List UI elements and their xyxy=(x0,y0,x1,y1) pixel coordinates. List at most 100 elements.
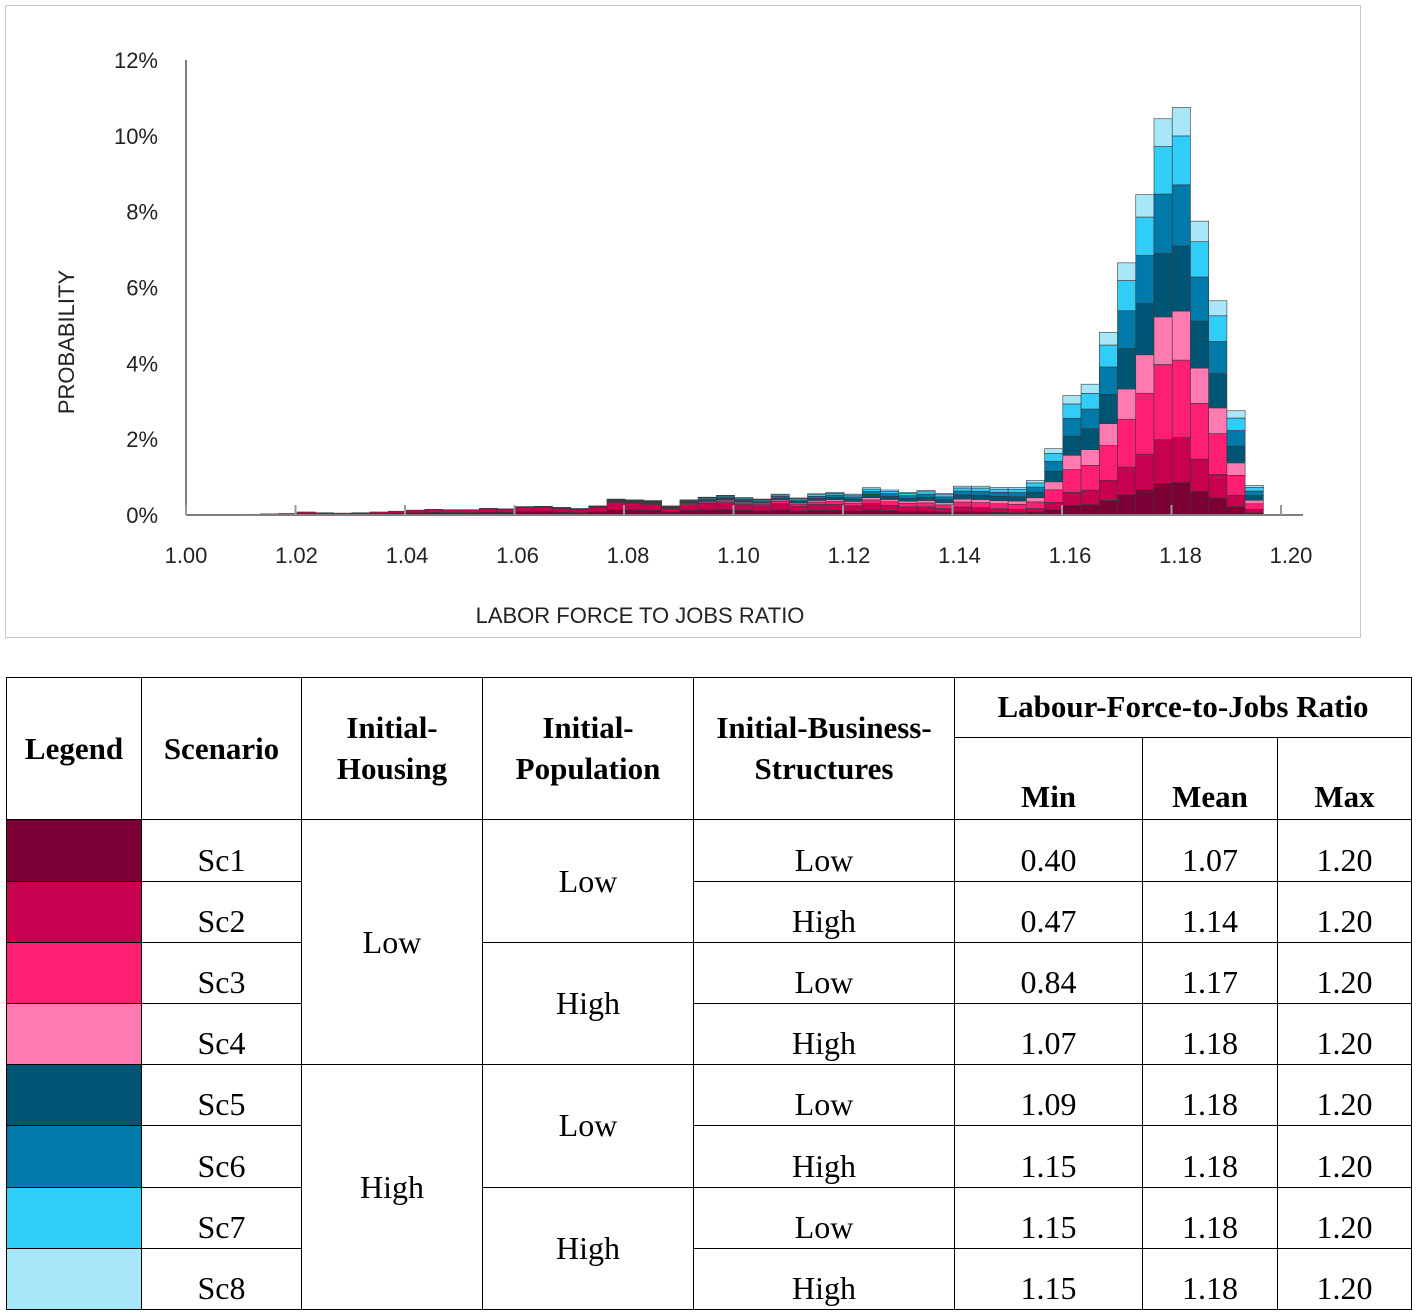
bar-segment-sc1 xyxy=(1098,500,1118,516)
bar-segment-sc6 xyxy=(1026,486,1045,493)
x-tick-label: 1.20 xyxy=(1270,543,1313,568)
max-cell: 1.20 xyxy=(1277,1002,1412,1066)
bar-segment-sc4 xyxy=(1171,310,1191,361)
bar-segment-sc7 xyxy=(971,487,991,492)
bar-segment-sc5 xyxy=(934,499,954,503)
business-cell: High xyxy=(693,1125,955,1188)
header-ratio-group: Labour-Force-to-Jobs Ratio xyxy=(954,676,1412,739)
x-tick-label: 1.06 xyxy=(496,543,539,568)
min-cell: 1.07 xyxy=(954,1002,1143,1066)
bar-segment-sc7 xyxy=(1171,135,1191,186)
bar-segment-sc5 xyxy=(971,494,991,500)
bar-segment-sc6 xyxy=(861,491,881,495)
x-tick-label: 1.14 xyxy=(938,543,981,568)
scenario-cell: Sc4 xyxy=(141,1002,302,1066)
bar-segment-sc6 xyxy=(1007,492,1027,497)
bar-segment-sc4 xyxy=(1044,481,1064,491)
bar-segment-sc7 xyxy=(1007,488,1027,493)
bar-segment-sc4 xyxy=(1135,354,1155,394)
max-cell: 1.20 xyxy=(1277,819,1412,882)
mean-cell: 1.17 xyxy=(1142,941,1278,1005)
bar-segment-sc8 xyxy=(971,485,991,489)
table-row: Sc1 Low Low Low 0.40 1.07 1.20 xyxy=(6,819,1412,1066)
bar-segment-sc2 xyxy=(789,505,808,512)
bar-segment-sc5 xyxy=(1135,303,1155,356)
bar-segment-sc8 xyxy=(807,493,827,495)
bar-segment-sc5 xyxy=(1190,320,1209,369)
legend-swatch xyxy=(6,1064,142,1127)
x-tick-label: 1.02 xyxy=(275,543,318,568)
bar-segment-sc6 xyxy=(825,494,845,498)
min-cell: 0.40 xyxy=(954,819,1143,882)
bar-segment-sc7 xyxy=(989,488,1009,493)
bar-segment-sc8 xyxy=(1244,485,1264,488)
bar-segment-sc5 xyxy=(1171,245,1191,312)
legend-swatch xyxy=(6,880,142,943)
bar-segment-sc2 xyxy=(1062,492,1082,506)
bar-segment-sc4 xyxy=(898,500,918,504)
legend-swatch xyxy=(6,819,142,882)
bar-segment-sc2 xyxy=(825,504,845,511)
bar-segment-sc6 xyxy=(843,496,863,500)
bar-segment-sc2 xyxy=(807,504,827,511)
bar-segment-sc5 xyxy=(880,496,900,500)
bar-segment-sc2 xyxy=(661,508,681,513)
bar-segment-sc3 xyxy=(807,501,827,505)
bar-segment-sc3 xyxy=(843,502,863,507)
bar-segment-sc3 xyxy=(1117,418,1137,468)
bar-segment-sc5 xyxy=(1117,348,1137,390)
bar-segment-sc2 xyxy=(1044,502,1064,510)
bar-segment-sc8 xyxy=(898,491,918,494)
bar-segment-sc6 xyxy=(1117,310,1137,349)
table-row: Sc4 High 1.07 1.18 1.20 xyxy=(6,1002,1412,1066)
bar-segment-sc4 xyxy=(1153,316,1173,365)
bar-segment-sc8 xyxy=(880,489,900,492)
bar-segment-sc8 xyxy=(1135,194,1155,218)
min-cell: 1.15 xyxy=(954,1186,1143,1249)
bar-segment-sc3 xyxy=(1098,445,1118,481)
bar-segment-sc8 xyxy=(734,497,754,499)
scenario-cell: Sc1 xyxy=(141,819,302,882)
bar-segment-sc7 xyxy=(898,493,918,496)
x-tick-labels: 1.00 1.02 1.04 1.06 1.08 1.10 1.12 1.14 1.16 1.18… xyxy=(165,543,1313,568)
bar-segment-sc6 xyxy=(989,492,1009,497)
bar-segment-sc6 xyxy=(1044,460,1064,472)
bar-segment-sc4 xyxy=(1026,497,1045,503)
bar-segment-sc8 xyxy=(770,493,790,496)
table-row: Sc7 High Low 1.15 1.18 1.20 xyxy=(6,1186,1412,1311)
legend-swatch xyxy=(6,1125,142,1188)
bar-segment-sc3 xyxy=(825,501,845,505)
min-cell: 0.84 xyxy=(954,941,1143,1005)
bar-segment-sc8 xyxy=(1044,448,1064,454)
histogram-chart: 1.00 1.02 1.04 1.06 1.08 1.10 1.12 1.14 1.16 1.18… xyxy=(54,48,1313,628)
x-axis-title: LABOR FORCE TO JOBS RATIO xyxy=(476,603,805,628)
bar-segment-sc8 xyxy=(1117,262,1137,281)
x-tick-label: 1.12 xyxy=(828,543,871,568)
bar-segment-sc2 xyxy=(934,508,954,513)
bar-segment-sc7 xyxy=(880,491,900,494)
scenario-legend-table: Legend Scenario Initial-Housing Initial-… xyxy=(6,676,1412,1311)
bar-segment-sc5 xyxy=(1080,428,1100,450)
bar-segment-sc2 xyxy=(460,509,480,513)
bar-segment-sc2 xyxy=(606,502,626,510)
bar-segment-sc4 xyxy=(1080,449,1100,466)
min-cell: 1.15 xyxy=(954,1125,1143,1188)
y-tick-label: 10% xyxy=(114,124,158,149)
bar-segment-sc3 xyxy=(1226,475,1246,496)
bar-segment-sc2 xyxy=(1117,466,1137,496)
bar-segment-sc7 xyxy=(1026,482,1045,488)
bar-segment-sc8 xyxy=(1171,107,1191,137)
bar-segment-sc2 xyxy=(843,505,863,512)
scenario-cell: Sc8 xyxy=(141,1247,302,1311)
bar-segment-sc2 xyxy=(734,504,754,511)
bar-segment-sc4 xyxy=(1117,388,1137,420)
bar-segment-sc2 xyxy=(861,503,881,511)
bar-segment-sc8 xyxy=(934,493,954,495)
bar-segment-sc2 xyxy=(479,508,498,513)
y-tick-label: 12% xyxy=(114,48,158,73)
x-tick-label: 1.10 xyxy=(717,543,760,568)
mean-cell: 1.18 xyxy=(1142,1064,1278,1127)
bar-segment-sc2 xyxy=(1026,508,1045,513)
bar-segment-sc2 xyxy=(333,512,353,515)
bar-segment-sc6 xyxy=(1098,366,1118,395)
